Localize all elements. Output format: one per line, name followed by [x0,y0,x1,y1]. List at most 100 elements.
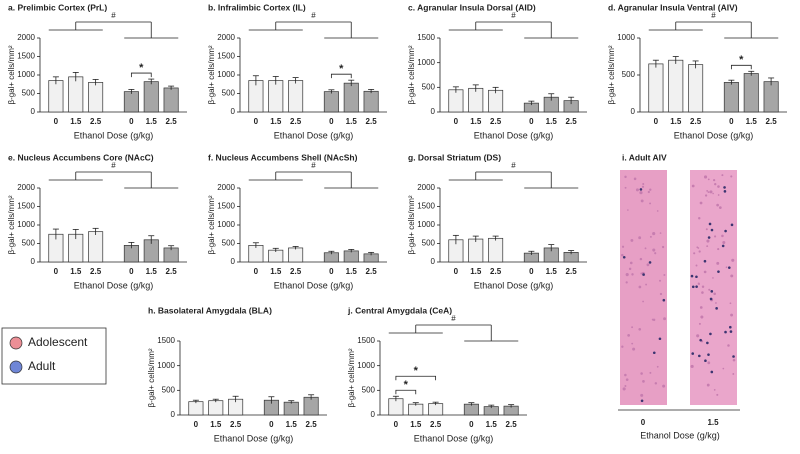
panel-title: f. Nucleus Accumbens Shell (NAcSh) [208,152,358,162]
x-tick-label: 2.5 [430,420,442,429]
significance-label: * [414,365,419,377]
cell-texture [652,248,656,252]
panel-title: d. Agranular Insula Ventral (AIV) [608,2,738,12]
panel-title: j. Central Amygdala (CeA) [347,305,452,315]
bar [488,89,504,113]
cell-texture [649,235,652,238]
significance-label: # [311,161,316,170]
cell-texture [631,326,634,329]
cell-texture [638,236,642,240]
cell-texture [706,189,709,192]
cell-texture [701,285,705,288]
y-tick-label: 1500 [417,202,435,211]
x-tick-label: 1.5 [270,117,282,126]
bar [688,64,704,113]
x-tick-label: 0 [254,117,259,126]
cell-texture [651,318,654,321]
image-x-label: Ethanol Dose (g/kg) [640,430,720,440]
y-tick-label: 2000 [17,33,35,42]
bar [48,80,64,113]
significance-label: * [404,379,409,391]
x-tick-label: 1.5 [670,117,682,126]
stained-cell [710,370,714,374]
stained-cell [707,236,711,239]
x-tick-label: 2.5 [366,267,378,276]
cell-texture [732,358,736,362]
cell-texture [721,234,724,238]
x-tick-label: 1.5 [70,117,82,126]
legend-label: Adult [28,359,56,373]
cell-texture [706,239,710,243]
histology-image [690,170,737,405]
stained-cell [728,266,731,269]
image-tick-label: 1.5 [707,418,719,427]
stained-cell [639,188,643,191]
stained-cell [698,354,701,358]
legend-marker [9,360,23,374]
stained-cell [729,330,733,333]
x-tick-label: 2.5 [90,117,102,126]
bar [163,87,179,113]
y-tick-label: 500 [422,82,436,91]
cell-texture [713,179,716,182]
bar [143,81,159,113]
x-tick-label: 1.5 [146,117,158,126]
significance-label: # [711,11,716,20]
bar [88,82,104,113]
cell-texture [663,317,667,321]
bar [123,91,139,113]
cell-texture [649,202,652,205]
x-tick-label: 2.5 [166,267,178,276]
bar [343,250,359,263]
pair-bracket [395,375,437,381]
stained-cell [732,355,735,358]
bar [208,400,224,416]
cell-texture [656,210,659,212]
y-tick-label: 1500 [417,33,435,42]
cell-texture [693,252,696,255]
x-tick-label: 2.5 [166,117,178,126]
cell-texture [631,342,634,345]
bar [463,403,479,416]
cell-texture [714,235,717,238]
cell-texture [721,174,724,177]
bar [468,238,484,263]
bar [468,87,484,113]
cell-texture [698,217,701,220]
cell-texture [654,382,658,385]
x-tick-label: 0 [469,420,474,429]
y-tick-label: 0 [431,257,436,266]
cell-texture [661,245,665,249]
cell-texture [707,191,710,194]
y-tick-label: 0 [371,410,376,419]
panel: g. Dorsal Striatum (DS) 0 500 1000 1500 2000β… [407,152,587,290]
stained-cell [721,244,725,248]
x-tick-label: 0 [129,117,134,126]
cell-texture [647,190,650,194]
x-tick-label: 1.5 [546,267,558,276]
stained-cell [704,359,707,363]
y-tick-label: 1000 [17,220,35,229]
cell-texture [640,199,644,203]
panel: j. Central Amygdala (CeA) 0 500 1000 1500β-g… [347,305,527,443]
cell-texture [659,279,662,282]
stained-cell [707,353,710,356]
cell-texture [621,345,624,348]
x-tick-label: 0 [54,267,59,276]
panel: h. Basolateral Amygdala (BLA) 0 500 1000 150… [147,305,327,443]
cell-texture [715,302,717,304]
x-tick-label: 1.5 [146,267,158,276]
bar [283,401,299,416]
x-tick-label: 2.5 [766,117,778,126]
cell-texture [691,184,695,188]
cell-texture [625,281,628,284]
stained-cell [708,222,712,226]
y-axis-label: β-gal+ cells/mm² [607,45,616,104]
y-tick-label: 1000 [417,58,435,67]
bar [428,403,444,416]
x-tick-label: 0 [454,117,459,126]
y-tick-label: 1000 [417,220,435,229]
cell-texture [663,273,666,276]
x-tick-label: 2.5 [290,117,302,126]
cell-texture [624,186,627,189]
